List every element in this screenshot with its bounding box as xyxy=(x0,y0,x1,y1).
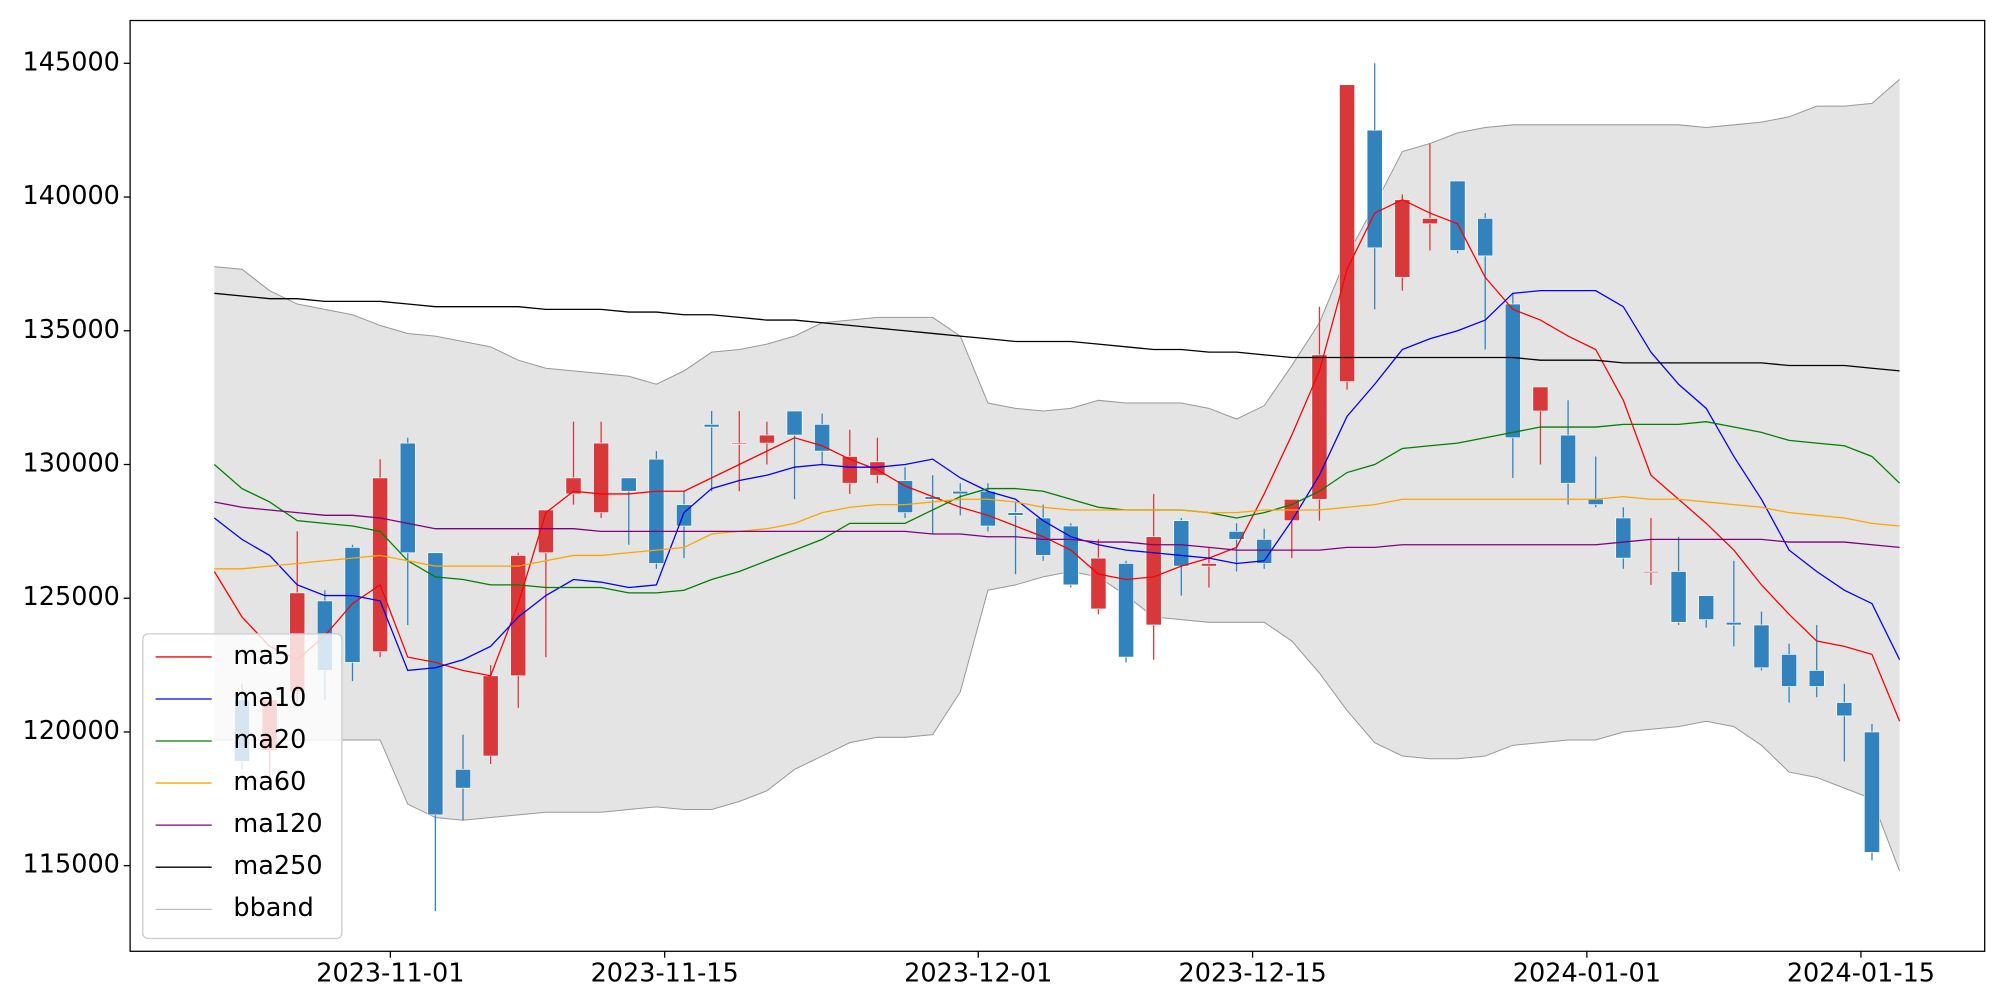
y-tick-label: 135000 xyxy=(23,315,120,345)
legend-label: ma10 xyxy=(233,683,306,713)
candle-body xyxy=(952,490,969,495)
candle-body xyxy=(1366,129,1383,249)
candle-body xyxy=(1643,571,1659,574)
candle-body xyxy=(1256,539,1273,564)
candle-body xyxy=(1781,654,1798,687)
candle-body xyxy=(758,434,775,444)
candle-body xyxy=(1422,218,1438,225)
x-tick-label: 2023-11-15 xyxy=(591,958,739,988)
bband-upper xyxy=(214,78,1900,420)
plot-area xyxy=(213,63,1901,912)
candle-body xyxy=(620,477,637,492)
legend: ma5 ma10 ma20 ma60 ma120 ma250 bband xyxy=(142,633,343,940)
ma-line xyxy=(214,495,1900,570)
candle-body xyxy=(1560,434,1576,484)
candle-body xyxy=(1062,525,1079,586)
y-tick-label: 130000 xyxy=(23,448,120,478)
candle-body xyxy=(1808,670,1825,687)
candle-body xyxy=(482,675,499,757)
ma-line xyxy=(213,421,1901,594)
candle-body xyxy=(510,555,527,677)
candle-body xyxy=(1201,563,1217,567)
candle-body xyxy=(841,456,858,484)
candle-body xyxy=(1836,702,1853,717)
ma-line xyxy=(213,199,1901,722)
candle-body xyxy=(399,442,416,554)
x-tick-label: 2024-01-15 xyxy=(1787,958,1935,988)
bband-area xyxy=(214,79,1900,872)
axes-frame xyxy=(129,19,1986,952)
x-tick-label: 2024-01-01 xyxy=(1513,958,1661,988)
candle-body xyxy=(1532,386,1549,412)
candle-body xyxy=(786,410,803,436)
legend-label: bband xyxy=(233,893,313,923)
candle-body xyxy=(455,769,471,789)
ma-line xyxy=(214,501,1900,551)
candle-body xyxy=(1587,498,1604,505)
y-tick-label: 125000 xyxy=(23,582,120,612)
candle-body xyxy=(372,477,389,653)
legend-label: ma20 xyxy=(233,725,306,755)
y-tick-label: 115000 xyxy=(23,850,120,880)
candle-body xyxy=(648,458,665,564)
candle-body xyxy=(1864,731,1880,853)
legend-box xyxy=(142,633,343,940)
candle-body xyxy=(1698,595,1715,620)
ma-line xyxy=(214,292,1900,372)
candle-body xyxy=(1753,624,1770,669)
candle-body xyxy=(537,509,554,554)
candle-body xyxy=(1394,199,1411,278)
candle-body xyxy=(1228,531,1245,540)
candle-body xyxy=(980,490,996,527)
candle-body xyxy=(1615,517,1632,559)
candle-body xyxy=(1449,180,1466,251)
legend-label: ma5 xyxy=(233,641,290,671)
candle-body xyxy=(565,477,582,495)
candle-body xyxy=(1477,218,1494,257)
y-tick-label: 140000 xyxy=(23,181,120,211)
candle-body xyxy=(1007,512,1024,516)
candle-body xyxy=(1725,621,1742,626)
candle-body xyxy=(1118,563,1134,658)
candle-body xyxy=(427,552,444,816)
candle-body xyxy=(731,442,748,445)
candle-body xyxy=(1504,303,1521,439)
candle-body xyxy=(814,424,831,452)
candle-body xyxy=(703,424,720,428)
bband-lower xyxy=(214,570,1901,872)
candle-body xyxy=(1173,520,1190,567)
candle-body xyxy=(1311,354,1328,500)
legend-label: ma250 xyxy=(233,851,322,881)
ma-line xyxy=(213,290,1901,672)
legend-label: ma120 xyxy=(233,809,322,839)
y-tick-label: 145000 xyxy=(23,47,120,77)
candle-body xyxy=(1090,557,1107,610)
candle-body xyxy=(1339,84,1355,382)
x-tick-label: 2023-11-01 xyxy=(316,958,464,988)
x-tick-label: 2023-12-15 xyxy=(1178,958,1326,988)
candle-body xyxy=(593,442,610,513)
legend-label: ma60 xyxy=(233,767,306,797)
y-tick-label: 120000 xyxy=(23,716,120,746)
candle-body xyxy=(344,547,361,663)
x-tick-label: 2023-12-01 xyxy=(904,958,1052,988)
candle-body xyxy=(1670,571,1687,623)
candle-body xyxy=(1145,536,1162,626)
